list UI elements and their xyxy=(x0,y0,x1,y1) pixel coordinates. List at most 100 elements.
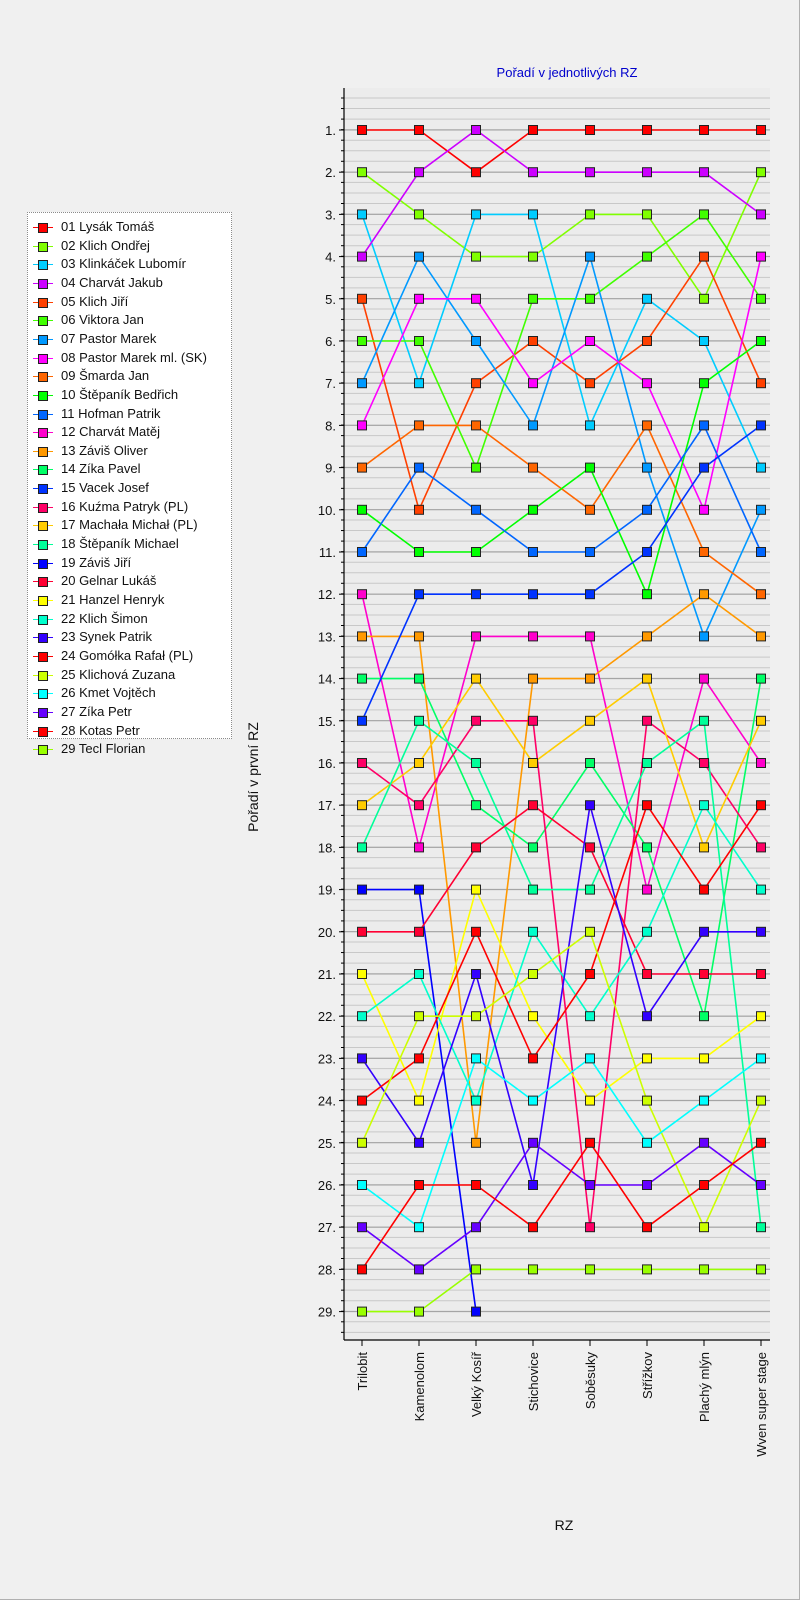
legend-swatch-marker xyxy=(38,484,48,495)
data-point xyxy=(699,1137,709,1148)
series-line xyxy=(361,1057,762,1229)
data-point xyxy=(756,631,766,642)
data-point xyxy=(756,884,766,895)
data-point xyxy=(642,209,652,220)
series-line xyxy=(361,803,762,1103)
data-point xyxy=(471,715,481,726)
series-line xyxy=(362,1268,761,1313)
legend-label: 02 Klich Ondřej xyxy=(61,237,150,253)
data-point xyxy=(756,209,766,220)
legend-label: 29 Tecl Florian xyxy=(61,741,146,757)
x-tick-label: Střížkov xyxy=(640,1352,655,1399)
x-tick-label: Velký Kosíř xyxy=(469,1351,484,1417)
chart-title: Pořadí v jednotlivých RZ xyxy=(497,65,638,80)
data-point xyxy=(756,378,766,389)
series-line xyxy=(362,804,761,975)
data-point xyxy=(585,462,595,473)
data-point xyxy=(756,125,766,135)
legend-swatch-marker xyxy=(38,390,48,401)
series-line xyxy=(362,213,762,470)
legend-item: 20 Gelnar Lukáš xyxy=(28,572,233,591)
x-tick-label: Kamenolom xyxy=(412,1352,427,1421)
legend-label: 05 Klich Jiří xyxy=(61,293,129,309)
legend-label: 11 Hofman Patrik xyxy=(61,405,161,421)
legend-item: 16 Kuźma Patryk (PL) xyxy=(28,498,233,517)
legend-label: 26 Kmet Vojtěch xyxy=(61,685,156,701)
legend-swatch-marker xyxy=(38,278,48,289)
data-point xyxy=(357,420,367,431)
data-point xyxy=(471,589,481,600)
data-point xyxy=(642,631,652,642)
legend-item: 21 Hanzel Henryk xyxy=(28,591,233,610)
series-line xyxy=(361,1141,762,1271)
legend-label: 14 Zíka Pavel xyxy=(61,461,141,477)
data-point xyxy=(585,1222,595,1233)
y-tick-label: 4. xyxy=(325,250,336,265)
data-point xyxy=(528,1137,538,1148)
data-point xyxy=(471,251,481,262)
data-point xyxy=(528,547,538,557)
legend-label: 27 Zíka Petr xyxy=(61,703,132,719)
data-point xyxy=(414,209,424,220)
legend-label: 09 Šmarda Jan xyxy=(61,368,150,384)
legend-item: 22 Klich Šimon xyxy=(28,610,233,629)
data-point xyxy=(357,209,367,220)
y-tick-label: 26. xyxy=(318,1178,336,1193)
data-point xyxy=(585,251,595,262)
data-point xyxy=(414,758,424,768)
data-point xyxy=(357,1222,367,1233)
data-point xyxy=(528,251,538,262)
legend-item: 07 Pastor Marek xyxy=(28,330,233,349)
data-point xyxy=(528,1095,538,1106)
data-point xyxy=(585,336,595,346)
data-point xyxy=(357,1180,367,1190)
data-point xyxy=(528,800,538,811)
legend-swatch-marker xyxy=(38,372,48,383)
data-point xyxy=(471,504,481,515)
data-point xyxy=(699,673,709,684)
data-point xyxy=(471,884,481,895)
data-point xyxy=(414,884,424,895)
data-point xyxy=(528,378,538,389)
data-point xyxy=(528,926,538,937)
data-point xyxy=(414,842,424,853)
data-point xyxy=(699,715,709,726)
series-line xyxy=(361,930,762,1230)
data-point xyxy=(471,336,481,346)
x-tick-label: Stichovice xyxy=(526,1352,541,1411)
data-point xyxy=(357,800,367,811)
legend: 01 Lysák Tomáš 02 Klich Ondřej 03 Klinkáče… xyxy=(27,212,233,756)
data-point xyxy=(528,293,538,304)
data-point xyxy=(585,504,595,515)
data-point xyxy=(756,1137,766,1148)
y-tick-label: 7. xyxy=(325,376,336,391)
data-point xyxy=(585,758,595,768)
data-point xyxy=(357,1306,367,1317)
data-point xyxy=(585,1053,595,1064)
x-tick-label: Soběsuky xyxy=(583,1352,598,1410)
data-point xyxy=(414,1264,424,1275)
data-point xyxy=(528,631,538,642)
data-point xyxy=(357,884,367,895)
legend-item: 04 Charvát Jakub xyxy=(28,274,233,293)
data-point xyxy=(756,842,766,853)
data-point xyxy=(528,504,538,515)
data-point xyxy=(756,462,766,473)
data-point xyxy=(699,336,709,346)
data-point xyxy=(756,673,766,684)
data-point xyxy=(642,1011,652,1022)
data-point xyxy=(414,293,424,304)
data-point xyxy=(357,336,367,346)
legend-item: 23 Synek Patrik xyxy=(28,628,233,647)
data-point xyxy=(642,1095,652,1106)
data-point xyxy=(471,1306,481,1317)
data-point xyxy=(528,167,538,178)
data-point xyxy=(699,251,709,262)
data-point xyxy=(471,1053,481,1064)
data-point xyxy=(699,1264,709,1275)
data-point xyxy=(699,125,709,135)
data-point xyxy=(585,884,595,895)
data-point xyxy=(471,293,481,304)
data-point xyxy=(756,715,766,726)
data-point xyxy=(528,589,538,600)
